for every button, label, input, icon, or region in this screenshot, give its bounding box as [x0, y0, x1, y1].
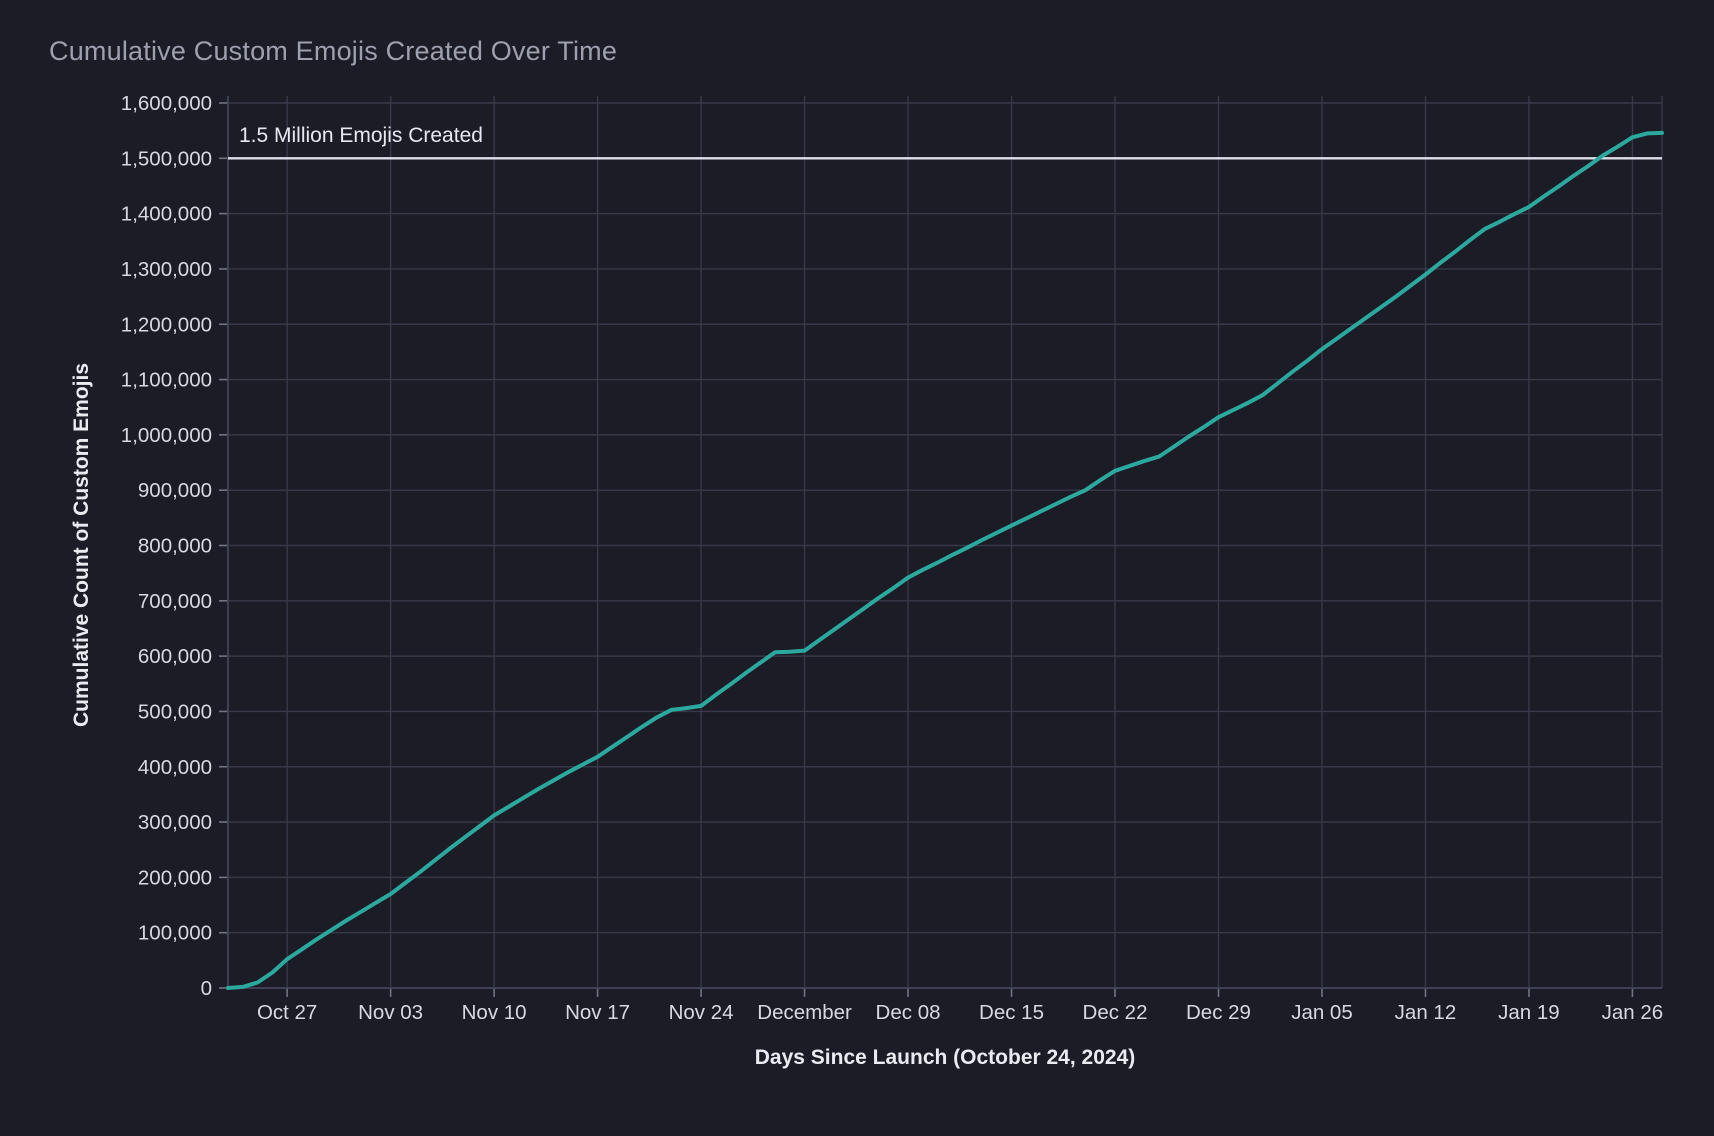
y-tick-label: 1,000,000 [121, 424, 212, 447]
y-tick-label: 700,000 [138, 590, 212, 613]
x-tick-label: Nov 10 [462, 1001, 527, 1024]
y-tick-label: 900,000 [138, 479, 212, 502]
x-tick-label: Jan 05 [1291, 1001, 1353, 1024]
y-tick-label: 600,000 [138, 645, 212, 668]
y-tick-label: 1,600,000 [121, 92, 212, 115]
x-tick-label: December [757, 1001, 852, 1024]
reference-line-label: 1.5 Million Emojis Created [239, 124, 483, 147]
y-tick-label: 1,400,000 [121, 203, 212, 226]
x-tick-label: Dec 22 [1083, 1001, 1148, 1024]
x-tick-label: Nov 24 [669, 1001, 734, 1024]
y-tick-label: 0 [201, 977, 212, 1000]
y-tick-label: 800,000 [138, 535, 212, 558]
x-tick-label: Oct 27 [257, 1001, 317, 1024]
x-axis-label: Days Since Launch (October 24, 2024) [754, 1046, 1136, 1069]
y-tick-label: 300,000 [138, 811, 212, 834]
y-tick-label: 1,300,000 [121, 258, 212, 281]
data-line [226, 130, 1664, 990]
x-tick-label: Jan 26 [1602, 1001, 1664, 1024]
y-axis-label: Cumulative Count of Custom Emojis [70, 362, 93, 728]
x-tick-label: Jan 12 [1395, 1001, 1457, 1024]
y-tick-label: 1,100,000 [121, 369, 212, 392]
x-tick-label: Dec 08 [876, 1001, 941, 1024]
x-tick-label: Dec 15 [979, 1001, 1044, 1024]
x-tick-label: Nov 17 [565, 1001, 630, 1024]
y-tick-label: 1,500,000 [121, 147, 212, 170]
y-tick-label: 400,000 [138, 756, 212, 779]
y-tick-label: 200,000 [138, 866, 212, 889]
y-tick-label: 1,200,000 [121, 313, 212, 336]
chart-title: Cumulative Custom Emojis Created Over Ti… [49, 36, 618, 66]
y-tick-label: 100,000 [138, 922, 212, 945]
x-tick-label: Jan 19 [1498, 1001, 1560, 1024]
y-tick-label: 500,000 [138, 700, 212, 723]
x-tick-label: Dec 29 [1186, 1001, 1251, 1024]
x-tick-label: Nov 03 [358, 1001, 423, 1024]
